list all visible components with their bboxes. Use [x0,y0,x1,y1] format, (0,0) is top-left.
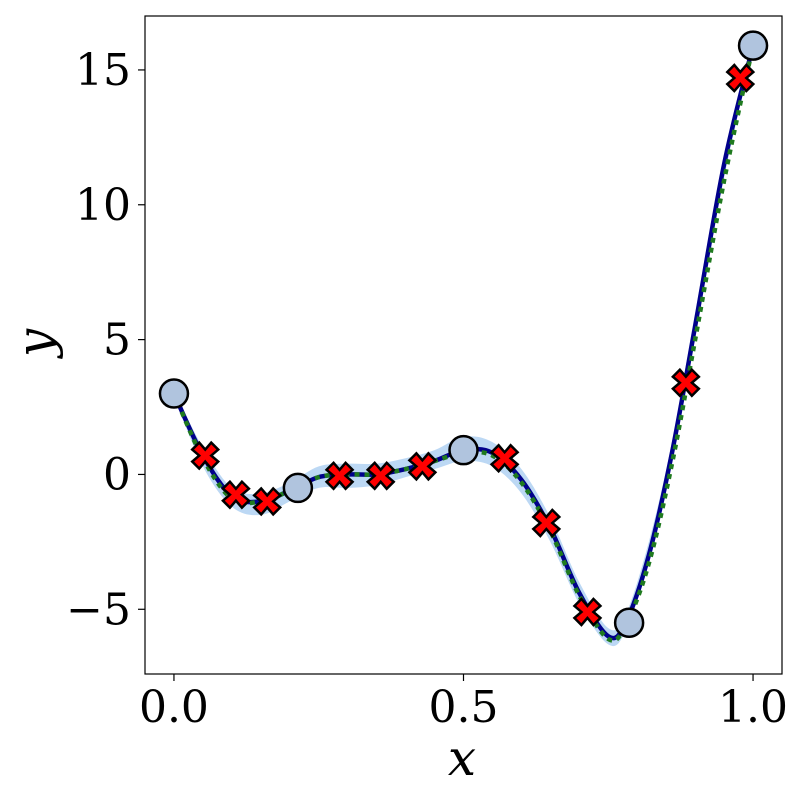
circle-marker [448,434,479,466]
x-tick-label: 0.5 [429,682,499,733]
circle-marker [613,607,645,639]
cross-marker [221,479,251,510]
circle-marker [737,30,769,61]
dotted-series-line [171,45,756,643]
cross-marker [531,508,562,538]
uncertainty-band [173,42,754,647]
cross-marker [572,597,603,627]
cross-marker [671,367,701,398]
y-tick-label: 10 [75,180,131,231]
cross-marker [324,460,355,491]
y-tick-label: 0 [103,449,131,500]
x-axis-label: x [448,729,476,787]
plot-frame [144,15,783,675]
plot-area [158,30,769,647]
solid-series-line [171,45,756,641]
y-tick-label: 5 [103,315,131,366]
y-axis-label: y [6,328,64,359]
circle-marker [158,378,190,409]
cross-marker [489,443,520,474]
cross-marker [407,451,438,482]
x-tick-label: 1.0 [718,682,788,733]
cross-marker [252,486,283,517]
cross-marker [365,460,396,491]
circle-marker [282,472,314,504]
cross-marker [190,440,221,471]
x-tick-label: 0.0 [139,682,209,733]
y-tick-label: −5 [66,584,131,635]
cross-marker [725,63,756,93]
y-tick-label: 15 [75,45,131,96]
